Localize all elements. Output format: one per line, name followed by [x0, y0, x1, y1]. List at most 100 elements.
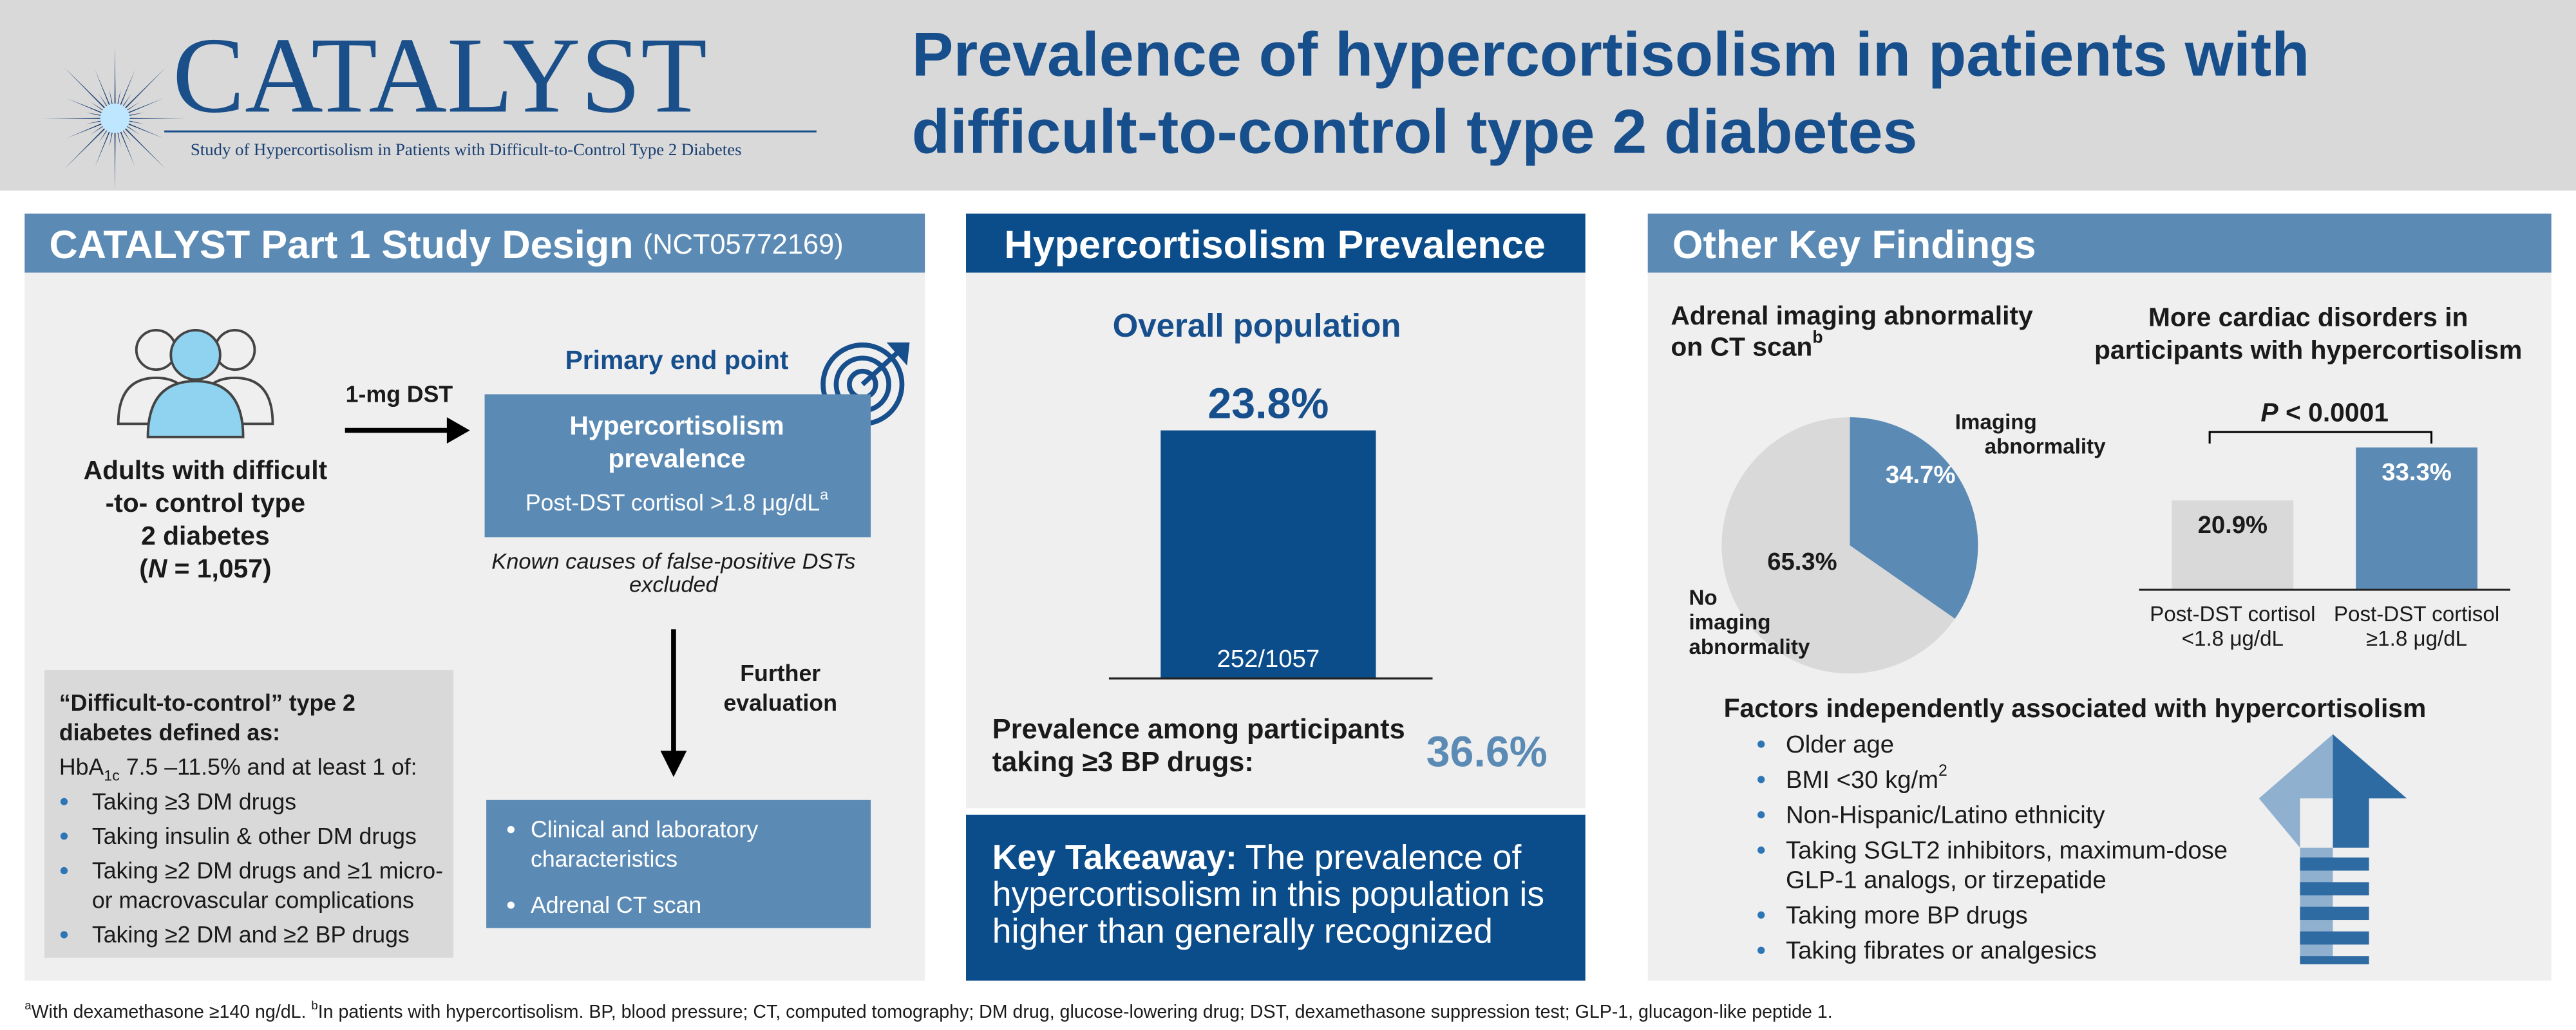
- script-text: b: [311, 998, 317, 1012]
- page-title: Prevalence of hypercortisolism in patien…: [912, 19, 2310, 89]
- slice-label: Imaging: [1955, 410, 2037, 434]
- text-run: HbA: [59, 754, 104, 780]
- icon-part: [860, 350, 900, 386]
- bullet: [1757, 946, 1765, 954]
- value-label: 34.7%: [1886, 461, 1955, 489]
- icon-part: [2333, 734, 2407, 848]
- criterion: Post-DST cortisol >1.8 μg/dLa: [526, 486, 828, 516]
- evaluation-box: [486, 800, 871, 928]
- bar: [2356, 447, 2477, 590]
- definition-item: Taking ≥2 DM drugs and ≥1 micro-: [92, 857, 443, 883]
- icon-part: [135, 329, 177, 371]
- header-band: [0, 0, 2576, 191]
- definition-item: Taking ≥3 DM drugs: [92, 789, 296, 814]
- text-run: Taking more BP drugs: [1786, 901, 2028, 929]
- endpoint: Hypercortisolism: [569, 411, 784, 440]
- text-run: Taking fibrates or analgesics: [1786, 937, 2097, 964]
- bullet: [1757, 740, 1765, 748]
- endpoint: prevalence: [608, 444, 745, 473]
- script-text: a: [24, 998, 32, 1012]
- endpoint-label: Primary end point: [565, 345, 789, 375]
- logo: CATALYST: [173, 15, 707, 135]
- text-run: Key Takeaway:: [992, 839, 1237, 877]
- text-run: 7.5 –11.5% and at least 1 of:: [120, 754, 417, 780]
- icon-part: [886, 342, 910, 366]
- factor-item: GLP-1 analogs, or tirzepatide: [1786, 866, 2107, 894]
- x-tick-label: Post-DST cortisol: [2150, 603, 2315, 626]
- text-run: BMI <30 kg/m: [1786, 765, 1938, 793]
- icon-part: [169, 329, 222, 381]
- count-label: 252/1057: [1217, 645, 1320, 673]
- panel-title: Other Key Findings: [1672, 223, 2036, 267]
- text-run: Taking SGLT2 inhibitors, maximum-dose: [1786, 836, 2228, 864]
- next-step: evaluation: [723, 690, 837, 716]
- x-tick-label: ≥1.8 μg/dL: [2366, 627, 2467, 651]
- arrow-head: [446, 417, 470, 444]
- chart-title: on CT scanb: [1671, 327, 1823, 361]
- slice-label: imaging: [1689, 611, 1770, 635]
- text-run: (: [139, 554, 148, 583]
- definition-item: Taking ≥2 DM and ≥2 BP drugs: [92, 922, 410, 948]
- bullet: [507, 826, 515, 834]
- factor-item: Taking fibrates or analgesics: [1786, 937, 2097, 964]
- population: 2 diabetes: [141, 521, 270, 550]
- arrow-icon: [2259, 734, 2407, 964]
- bullet: [60, 832, 68, 840]
- population: -to- control type: [106, 488, 306, 518]
- script-text: b: [1812, 327, 1823, 346]
- text-run: Non-Hispanic/Latino ethnicity: [1786, 801, 2105, 829]
- takeaway: Key Takeaway: The prevalence of: [992, 839, 1522, 877]
- bullet: [60, 866, 68, 875]
- pie-slice: [1721, 417, 1955, 674]
- bullet: [507, 901, 515, 909]
- text-run: N: [148, 554, 168, 583]
- icon-part: [2300, 857, 2369, 871]
- text-run: CATALYST Part 1 Study Design: [50, 223, 634, 267]
- value-label: 33.3%: [2382, 458, 2451, 486]
- annotation: P < 0.0001: [2260, 398, 2389, 427]
- takeaway: hypercortisolism in this population is: [992, 876, 1544, 913]
- factors-title: Factors independently associated with hy…: [1724, 693, 2427, 723]
- endpoint-box: [484, 394, 871, 538]
- footnote: aWith dexamethasone ≥140 ng/dL. bIn pati…: [24, 998, 1832, 1022]
- evaluation-item: Clinical and laboratory: [531, 817, 758, 843]
- icon-part: [146, 380, 245, 438]
- factor-item: Older age: [1786, 730, 1894, 758]
- bullet: [1757, 846, 1765, 854]
- takeaway-box: [966, 814, 1586, 981]
- panel-title-bar: [1647, 213, 2552, 273]
- bp-value: 36.6%: [1426, 729, 1548, 776]
- value-label: 65.3%: [1767, 548, 1837, 576]
- arrow-head: [660, 751, 687, 778]
- icon-part: [2300, 931, 2369, 945]
- text-run: With dexamethasone ≥140 ng/dL.: [32, 1002, 312, 1022]
- factor-item: Non-Hispanic/Latino ethnicity: [1786, 801, 2105, 829]
- bar: [2172, 500, 2294, 590]
- text-run: Older age: [1786, 730, 1894, 758]
- significance-bracket: [2208, 431, 2433, 444]
- text-run: (NCT05772169): [643, 229, 844, 260]
- bp-label: Prevalence among participants: [992, 714, 1405, 745]
- logo-subtitle: Study of Hypercortisolism in Patients wi…: [191, 140, 742, 159]
- slice-label: abnormality: [1689, 635, 1810, 659]
- page-title: difficult-to-control type 2 diabetes: [912, 97, 1918, 167]
- icon-part: [214, 329, 256, 371]
- bullet: [60, 931, 68, 939]
- panel-title-bar: [966, 213, 1586, 273]
- slice-label: abnormality: [1985, 435, 2106, 459]
- text-run: In patients with hypercortisolism. BP, b…: [318, 1002, 1833, 1022]
- factor-item: Taking SGLT2 inhibitors, maximum-dose: [1786, 836, 2228, 864]
- bullet: [1757, 911, 1765, 919]
- text-run: GLP-1 analogs, or tirzepatide: [1786, 866, 2107, 894]
- panel-title-bar: [24, 213, 925, 273]
- test-label: 1-mg DST: [346, 381, 453, 407]
- script-text: 1c: [104, 767, 120, 784]
- slice-label: No: [1689, 586, 1717, 610]
- x-tick-label: <1.8 μg/dL: [2182, 627, 2284, 651]
- evaluation-item: characteristics: [531, 847, 677, 872]
- factor-item: BMI <30 kg/m2: [1786, 762, 1947, 794]
- icon-part: [2300, 906, 2369, 921]
- text-run: < 0.0001: [2278, 398, 2389, 427]
